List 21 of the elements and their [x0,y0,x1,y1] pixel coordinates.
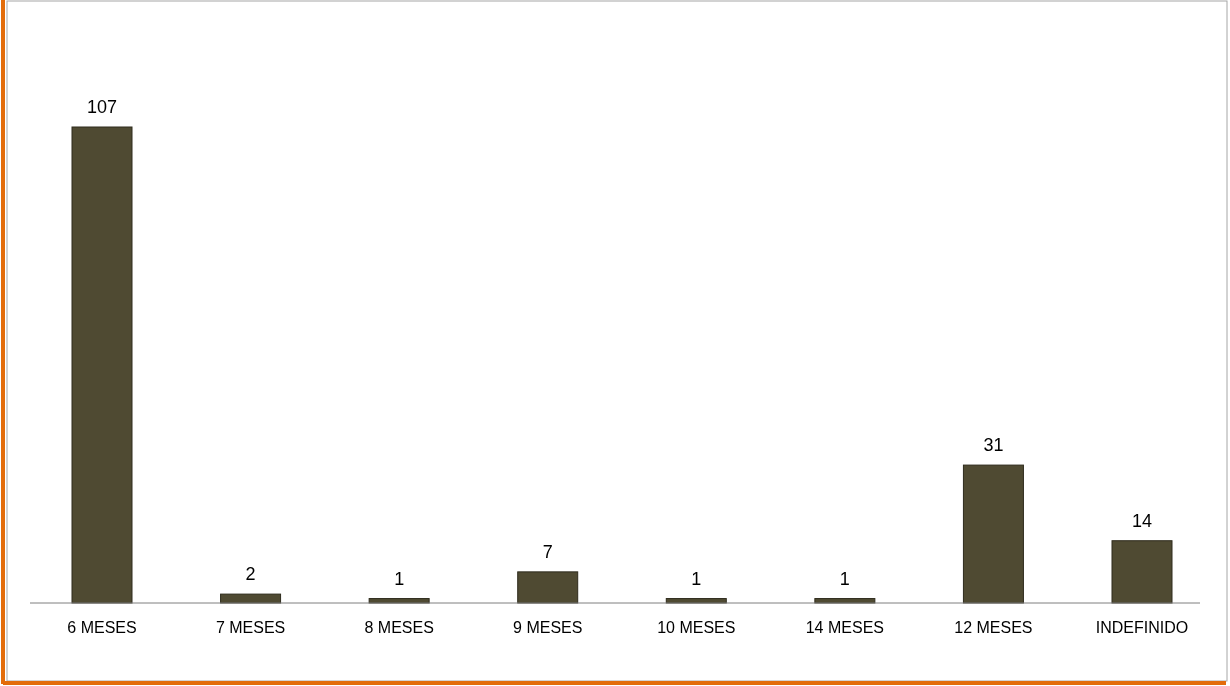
x-tick-label: 14 MESES [805,619,884,636]
bar [1111,540,1173,604]
data-label: 7 [542,541,553,562]
data-label: 1 [394,568,405,589]
x-tick-label: 7 MESES [215,619,286,636]
data-label: 2 [245,564,256,585]
x-tick-label: 12 MESES [954,619,1033,636]
data-label: 1 [839,568,850,589]
bar [220,593,282,604]
bar [517,571,579,604]
x-tick-label: 10 MESES [657,619,736,636]
x-tick-label: INDEFINIDO [1095,619,1189,636]
data-label: 14 [1131,510,1153,531]
data-label: 1 [691,568,702,589]
bar [962,464,1024,604]
x-tick-label: 8 MESES [364,619,434,636]
data-label: 31 [983,435,1004,456]
x-tick-label: 6 MESES [67,619,137,636]
bar [71,126,133,604]
x-tick-label: 9 MESES [513,619,583,636]
data-label: 107 [86,97,118,117]
